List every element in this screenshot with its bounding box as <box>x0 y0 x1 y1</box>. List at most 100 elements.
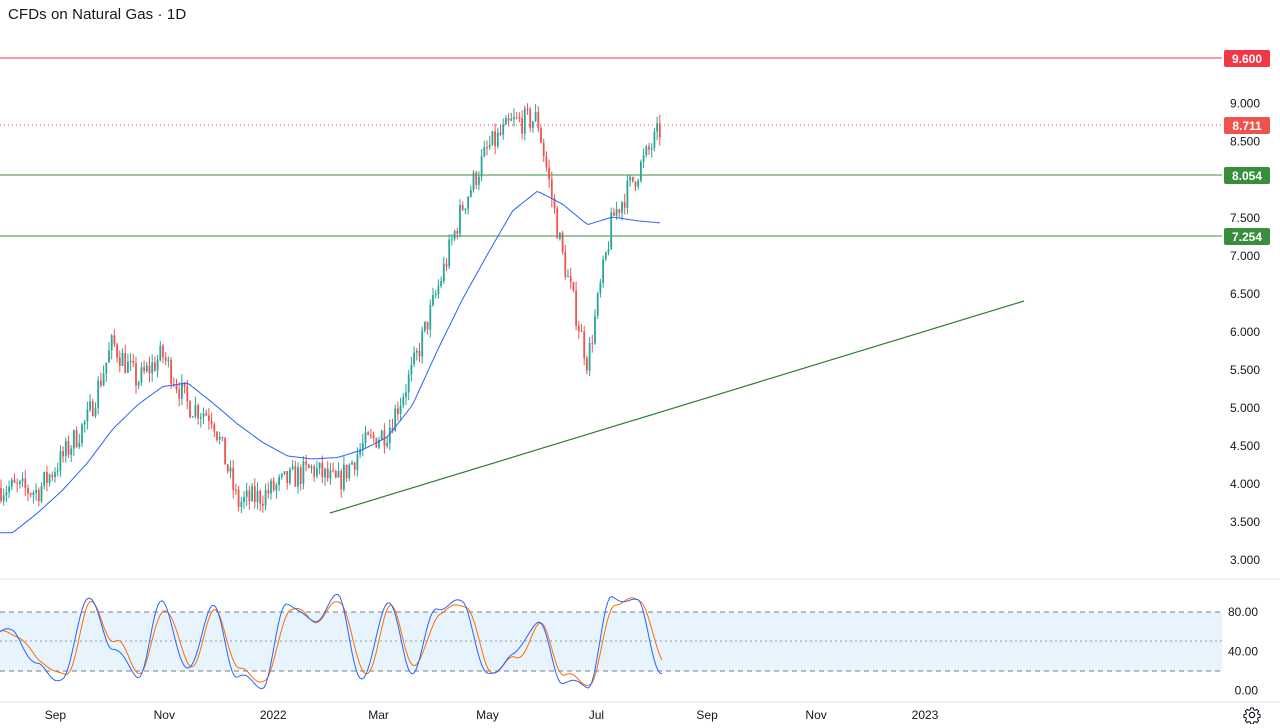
candle <box>19 480 21 489</box>
candle <box>202 407 205 424</box>
price-tick-label: 9.000 <box>1230 97 1260 111</box>
time-tick-label: Sep <box>696 708 718 722</box>
candle <box>8 480 10 499</box>
candle <box>181 374 183 405</box>
candle <box>16 478 19 493</box>
candle <box>610 207 613 251</box>
candle <box>321 455 324 484</box>
candle <box>91 398 94 417</box>
gear-icon[interactable] <box>1243 706 1261 724</box>
candle <box>475 170 478 189</box>
candle <box>469 185 472 198</box>
candle <box>280 472 283 480</box>
candle <box>575 281 577 331</box>
candle <box>299 464 302 491</box>
candle <box>259 488 262 512</box>
price-badge-8711-text: 8.711 <box>1232 119 1262 133</box>
candle <box>183 382 186 394</box>
candle <box>51 471 54 481</box>
stoch-tick-label: 40.00 <box>1228 644 1258 658</box>
candle <box>310 464 313 474</box>
candle <box>270 478 272 500</box>
candle <box>629 174 631 187</box>
candle <box>213 422 216 438</box>
candle <box>480 149 483 182</box>
candle <box>221 436 224 442</box>
candle <box>172 377 175 388</box>
candle <box>364 425 367 449</box>
candle <box>505 115 507 125</box>
candle <box>5 485 8 503</box>
candle <box>264 483 267 511</box>
candle <box>253 478 256 509</box>
candle <box>43 471 46 490</box>
price-badge-8711: 8.711 <box>1224 117 1270 134</box>
candle <box>410 356 413 382</box>
candle <box>523 105 526 141</box>
candle <box>40 482 43 504</box>
candle <box>78 433 81 449</box>
candle <box>81 423 83 447</box>
candle <box>224 437 226 465</box>
candle <box>591 334 594 353</box>
candle <box>459 199 461 238</box>
candle <box>135 356 137 394</box>
candle <box>75 426 78 449</box>
candle <box>302 456 305 490</box>
candle <box>518 112 521 123</box>
candle <box>618 208 621 219</box>
candle <box>453 229 456 242</box>
candle <box>656 116 658 141</box>
candle <box>623 193 626 215</box>
candle <box>275 482 278 499</box>
time-tick-label: Jul <box>589 708 604 722</box>
candle <box>545 151 548 172</box>
candle <box>534 104 537 123</box>
candle <box>332 462 334 473</box>
stochastic-axis: 80.00 40.00 0.00 <box>1228 605 1258 698</box>
candle <box>577 321 580 339</box>
candle <box>561 230 564 255</box>
price-tick-label: 6.500 <box>1230 287 1260 301</box>
candle <box>205 409 208 416</box>
candle <box>596 291 599 319</box>
candle <box>502 118 505 140</box>
candle <box>159 341 162 362</box>
candle <box>318 462 321 475</box>
candle <box>86 401 89 430</box>
candle <box>361 434 364 457</box>
candle <box>316 460 318 479</box>
candle <box>46 465 48 492</box>
candle <box>32 490 35 504</box>
candle <box>413 346 415 367</box>
candle <box>194 396 197 419</box>
candle <box>637 178 640 190</box>
candle <box>21 472 24 487</box>
candle <box>537 106 540 133</box>
price-tick-label: 4.500 <box>1230 439 1260 453</box>
candle <box>35 483 37 501</box>
candle <box>37 487 40 507</box>
ascending-trendline[interactable] <box>329 300 1025 514</box>
candle <box>370 428 372 439</box>
candle <box>372 431 375 443</box>
candle <box>658 114 661 146</box>
candle <box>380 429 383 441</box>
candle <box>178 382 181 407</box>
candle <box>488 136 491 150</box>
candle <box>405 384 407 405</box>
candle <box>237 486 240 512</box>
candle <box>189 400 191 419</box>
candle <box>140 362 143 386</box>
price-tick-label: 4.000 <box>1230 477 1260 491</box>
candle <box>353 461 356 476</box>
price-tick-label: 5.500 <box>1230 363 1260 377</box>
candle <box>521 110 523 140</box>
candle <box>415 347 418 361</box>
candle <box>170 357 172 389</box>
candle <box>89 394 91 413</box>
candle <box>232 459 235 499</box>
stoch-tick-label: 80.00 <box>1228 605 1258 619</box>
candle <box>226 463 229 474</box>
